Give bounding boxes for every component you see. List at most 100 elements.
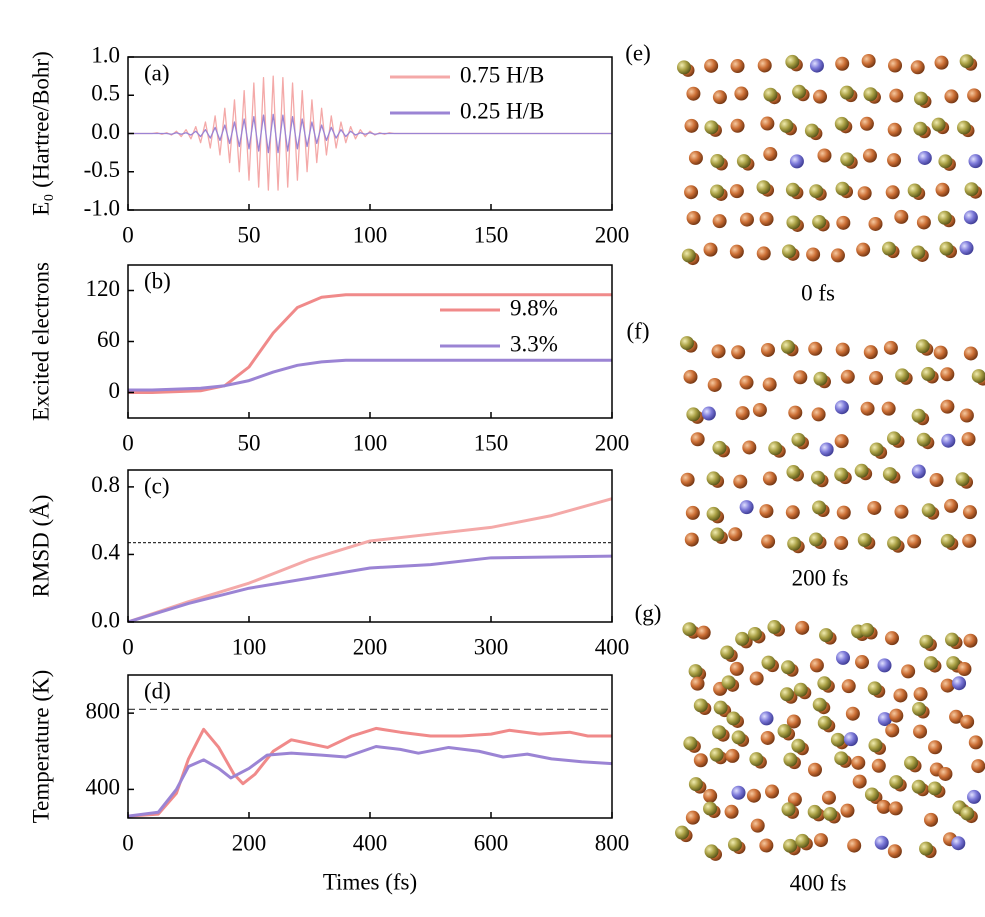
atom (791, 432, 806, 447)
atom (686, 407, 701, 422)
atom (817, 676, 832, 691)
atom (781, 802, 796, 817)
atom (862, 148, 877, 163)
atom (688, 150, 703, 165)
atom (851, 755, 866, 770)
data-line (128, 726, 612, 818)
atom-structure (675, 620, 985, 861)
atom (788, 405, 803, 420)
atom (763, 147, 778, 162)
atom (767, 620, 782, 635)
atom (701, 406, 716, 421)
atom (812, 697, 827, 712)
atom (946, 656, 961, 671)
atom (713, 700, 728, 715)
atom (854, 463, 869, 478)
atom (919, 841, 934, 856)
atom (919, 634, 934, 649)
atom (835, 342, 850, 357)
atom (785, 505, 800, 520)
atom (834, 116, 849, 131)
x-tick-label: 150 (474, 430, 509, 455)
atom (703, 788, 718, 803)
atom (693, 698, 708, 713)
atom (742, 440, 757, 455)
atom (731, 730, 746, 745)
atom (783, 752, 798, 767)
atom (885, 185, 900, 200)
atom (817, 148, 832, 163)
atom (793, 370, 808, 385)
atom (964, 182, 979, 197)
atom (911, 464, 926, 479)
atom (910, 60, 925, 75)
atom (729, 184, 744, 199)
atom (860, 623, 875, 638)
atom (894, 504, 909, 519)
atom (739, 375, 754, 390)
atom (806, 247, 821, 262)
x-tick-label: 200 (353, 634, 388, 659)
atom (864, 787, 879, 802)
atom (684, 532, 699, 547)
atom (963, 346, 978, 361)
atom (841, 679, 856, 694)
atom (747, 626, 762, 641)
y-tick-label: 0.0 (91, 119, 120, 144)
atom (913, 121, 928, 136)
y-tick-label: 0.0 (91, 607, 120, 632)
atom (721, 675, 736, 690)
atom (913, 687, 928, 702)
atom (940, 399, 955, 414)
atom (887, 153, 902, 168)
atom (783, 838, 798, 853)
atom (710, 527, 725, 542)
atom (869, 442, 884, 457)
atom (685, 810, 700, 825)
atom (940, 367, 955, 382)
atom (712, 725, 727, 740)
atom (793, 682, 808, 697)
structure-label: (f) (627, 318, 650, 343)
y-tick-label: 0 (109, 378, 121, 403)
atom (941, 433, 956, 448)
atom (887, 431, 902, 446)
atom (730, 118, 745, 133)
atom (867, 681, 882, 696)
x-tick-label: 0 (122, 222, 134, 247)
atom (729, 661, 744, 676)
atom (686, 210, 701, 225)
atom (959, 241, 974, 256)
atom (874, 835, 889, 850)
atom (812, 214, 827, 229)
atom (889, 88, 904, 103)
atom (729, 244, 744, 259)
atom (868, 738, 883, 753)
x-tick-label: 0 (122, 830, 134, 855)
atom (860, 401, 875, 416)
atom (971, 369, 985, 384)
x-tick-label: 100 (353, 430, 388, 455)
atom (684, 185, 699, 200)
atom (934, 55, 949, 70)
y-tick-label: -1.0 (84, 195, 120, 220)
atom (690, 676, 705, 691)
atom (957, 120, 972, 135)
atom-structure (677, 53, 983, 266)
atom (759, 838, 774, 853)
atom (882, 241, 897, 256)
atom (957, 662, 972, 677)
atom (683, 736, 698, 751)
atom (923, 812, 938, 827)
atom (688, 664, 703, 679)
atom (813, 371, 828, 386)
x-tick-label: 100 (232, 634, 267, 659)
atom (791, 738, 806, 753)
atom (877, 658, 892, 673)
atom (680, 472, 695, 487)
atom (834, 536, 849, 551)
structure-caption: 400 fs (790, 870, 847, 895)
atom (809, 658, 824, 673)
atom (712, 214, 727, 229)
x-tick-label: 0 (122, 430, 134, 455)
